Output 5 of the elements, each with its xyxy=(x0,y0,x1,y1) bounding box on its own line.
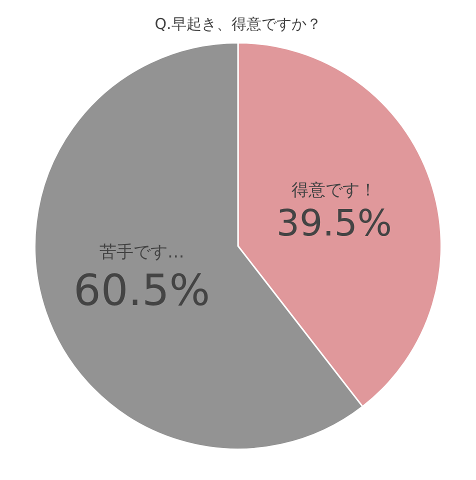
chart-title: Q.早起き、得意ですか？ xyxy=(154,14,322,33)
slice-label: 得意です！ xyxy=(292,180,377,201)
data-label: 39.5% xyxy=(276,201,392,244)
slice-label: 苦手です… xyxy=(99,242,184,263)
data-label: 60.5% xyxy=(74,266,210,316)
